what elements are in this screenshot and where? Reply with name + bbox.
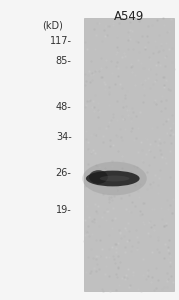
Text: 34-: 34- <box>56 131 72 142</box>
Ellipse shape <box>89 170 108 184</box>
Ellipse shape <box>100 176 129 182</box>
Ellipse shape <box>82 162 147 195</box>
Text: (kD): (kD) <box>42 20 63 31</box>
FancyBboxPatch shape <box>84 18 174 291</box>
Text: 117-: 117- <box>50 35 72 46</box>
Text: 48-: 48- <box>56 101 72 112</box>
Text: A549: A549 <box>114 11 144 23</box>
Text: 85-: 85- <box>56 56 72 67</box>
Text: 26-: 26- <box>56 167 72 178</box>
Ellipse shape <box>86 171 140 186</box>
Text: 19-: 19- <box>56 205 72 215</box>
